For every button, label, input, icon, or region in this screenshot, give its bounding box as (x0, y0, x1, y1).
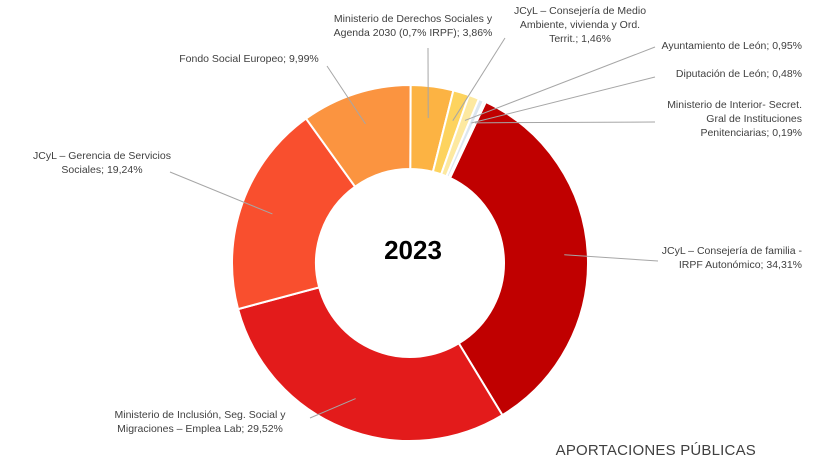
slice-label-6: JCyL – Consejería de Medio Ambiente, vivi… (514, 5, 646, 45)
slice-label-line: Ministerio de Inclusión, Seg. Social y (115, 409, 287, 421)
slice-label-3: JCyL – Gerencia de Servicios Sociales; 19… (33, 150, 171, 176)
slice-label-line: Ministerio de Interior- Secret. (667, 99, 802, 111)
center-year-label: 2023 (384, 235, 442, 265)
slice-label-line: JCyL – Consejería de Medio (514, 5, 646, 17)
slice-label-2: Ministerio de Inclusión, Seg. Social y Mi… (115, 409, 287, 435)
slice-label-9: Ministerio de Interior- Secret. Gral de I… (667, 99, 802, 139)
slice-label-4: Fondo Social Europeo; 9,99% (179, 53, 319, 65)
donut-slices (231, 83, 589, 442)
leader-line-8 (471, 76, 656, 124)
slice-labels: JCyL – Consejería de familia - IRPF Auton… (33, 5, 802, 435)
leader-lines (169, 37, 659, 419)
chart-footer-title: APORTACIONES PÚBLICAS (555, 442, 756, 459)
leader-line-4 (326, 65, 366, 125)
slice-label-line: Migraciones – Emplea Lab; 29,52% (117, 423, 283, 435)
slice-label-1: JCyL – Consejería de familia - IRPF Auton… (662, 245, 803, 271)
donut-slice-9 (447, 99, 488, 180)
slice-label-line: Ambiente, vivienda y Ord. (520, 19, 640, 31)
slice-label-line: Gral de Instituciones (706, 113, 802, 125)
slice-label-line: IRPF Autonómico; 34,31% (679, 259, 802, 271)
slice-label-line: Agenda 2030 (0,7% IRPF); 3,86% (334, 27, 493, 39)
leader-line-7 (464, 46, 656, 121)
slice-label-line: Sociales; 19,24% (61, 164, 142, 176)
slice-label-line: Ministerio de Derechos Sociales y (334, 13, 493, 25)
slice-label-line: Fondo Social Europeo; 9,99% (179, 53, 319, 65)
slice-label-line: Diputación de León; 0,48% (676, 68, 802, 80)
slice-label-5: Ministerio de Derechos Sociales y Agenda … (334, 13, 493, 39)
donut-slice-1 (448, 100, 589, 417)
slice-label-8: Diputación de León; 0,48% (676, 68, 802, 80)
donut-slice-2 (236, 286, 504, 442)
slice-label-line: Ayuntamiento de León; 0,95% (662, 40, 803, 52)
slice-label-line: JCyL – Gerencia de Servicios (33, 150, 171, 162)
slice-label-line: Territ.; 1,46% (549, 33, 611, 45)
leader-line-3 (169, 171, 273, 215)
leader-line-6 (452, 37, 506, 121)
slice-label-line: Penitenciarias; 0,19% (700, 127, 802, 139)
leader-line-9 (474, 121, 656, 124)
leader-line-2 (309, 398, 356, 419)
donut-slice-3 (231, 117, 357, 311)
slice-label-line: JCyL – Consejería de familia - (662, 245, 803, 257)
slice-label-7: Ayuntamiento de León; 0,95% (662, 40, 803, 52)
leader-line-1 (564, 254, 659, 262)
